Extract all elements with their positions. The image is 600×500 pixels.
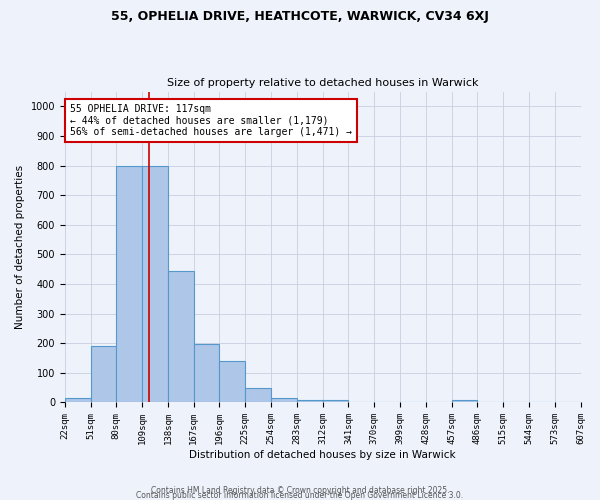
Bar — [271, 398, 297, 402]
Bar — [91, 346, 116, 403]
Bar — [297, 400, 323, 402]
Text: 55 OPHELIA DRIVE: 117sqm
← 44% of detached houses are smaller (1,179)
56% of sem: 55 OPHELIA DRIVE: 117sqm ← 44% of detach… — [70, 104, 352, 137]
Bar — [323, 400, 349, 402]
Bar — [194, 344, 220, 403]
Text: Contains public sector information licensed under the Open Government Licence 3.: Contains public sector information licen… — [136, 491, 464, 500]
Y-axis label: Number of detached properties: Number of detached properties — [15, 165, 25, 329]
Bar — [452, 400, 478, 402]
Bar — [116, 166, 142, 402]
Text: 55, OPHELIA DRIVE, HEATHCOTE, WARWICK, CV34 6XJ: 55, OPHELIA DRIVE, HEATHCOTE, WARWICK, C… — [111, 10, 489, 23]
X-axis label: Distribution of detached houses by size in Warwick: Distribution of detached houses by size … — [190, 450, 456, 460]
Bar — [168, 270, 194, 402]
Bar — [142, 166, 168, 402]
Bar — [220, 361, 245, 403]
Bar — [245, 388, 271, 402]
Bar — [65, 398, 91, 402]
Text: Contains HM Land Registry data © Crown copyright and database right 2025.: Contains HM Land Registry data © Crown c… — [151, 486, 449, 495]
Title: Size of property relative to detached houses in Warwick: Size of property relative to detached ho… — [167, 78, 478, 88]
